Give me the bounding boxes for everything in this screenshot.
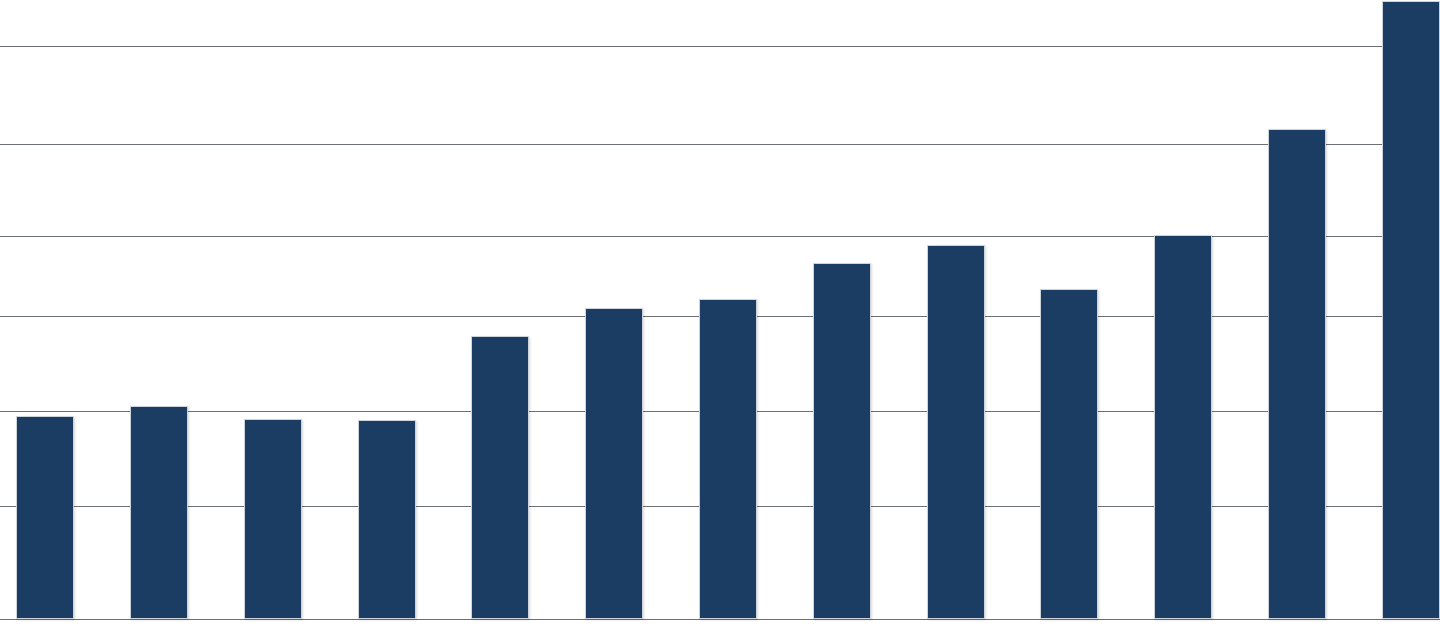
bar <box>927 245 985 619</box>
gridline <box>0 144 1440 145</box>
bar <box>585 308 643 619</box>
bar <box>813 263 871 619</box>
gridline <box>0 236 1440 237</box>
bar <box>130 406 188 619</box>
gridline <box>0 619 1440 620</box>
gridline <box>0 46 1440 47</box>
bar <box>1154 235 1212 619</box>
bar-chart <box>0 0 1440 632</box>
bar <box>244 419 302 619</box>
bar <box>1382 1 1440 619</box>
bar <box>471 336 529 619</box>
bar <box>699 299 757 619</box>
bar <box>1040 289 1098 619</box>
bar <box>1268 129 1326 619</box>
bar <box>358 420 416 619</box>
bar <box>16 416 74 619</box>
